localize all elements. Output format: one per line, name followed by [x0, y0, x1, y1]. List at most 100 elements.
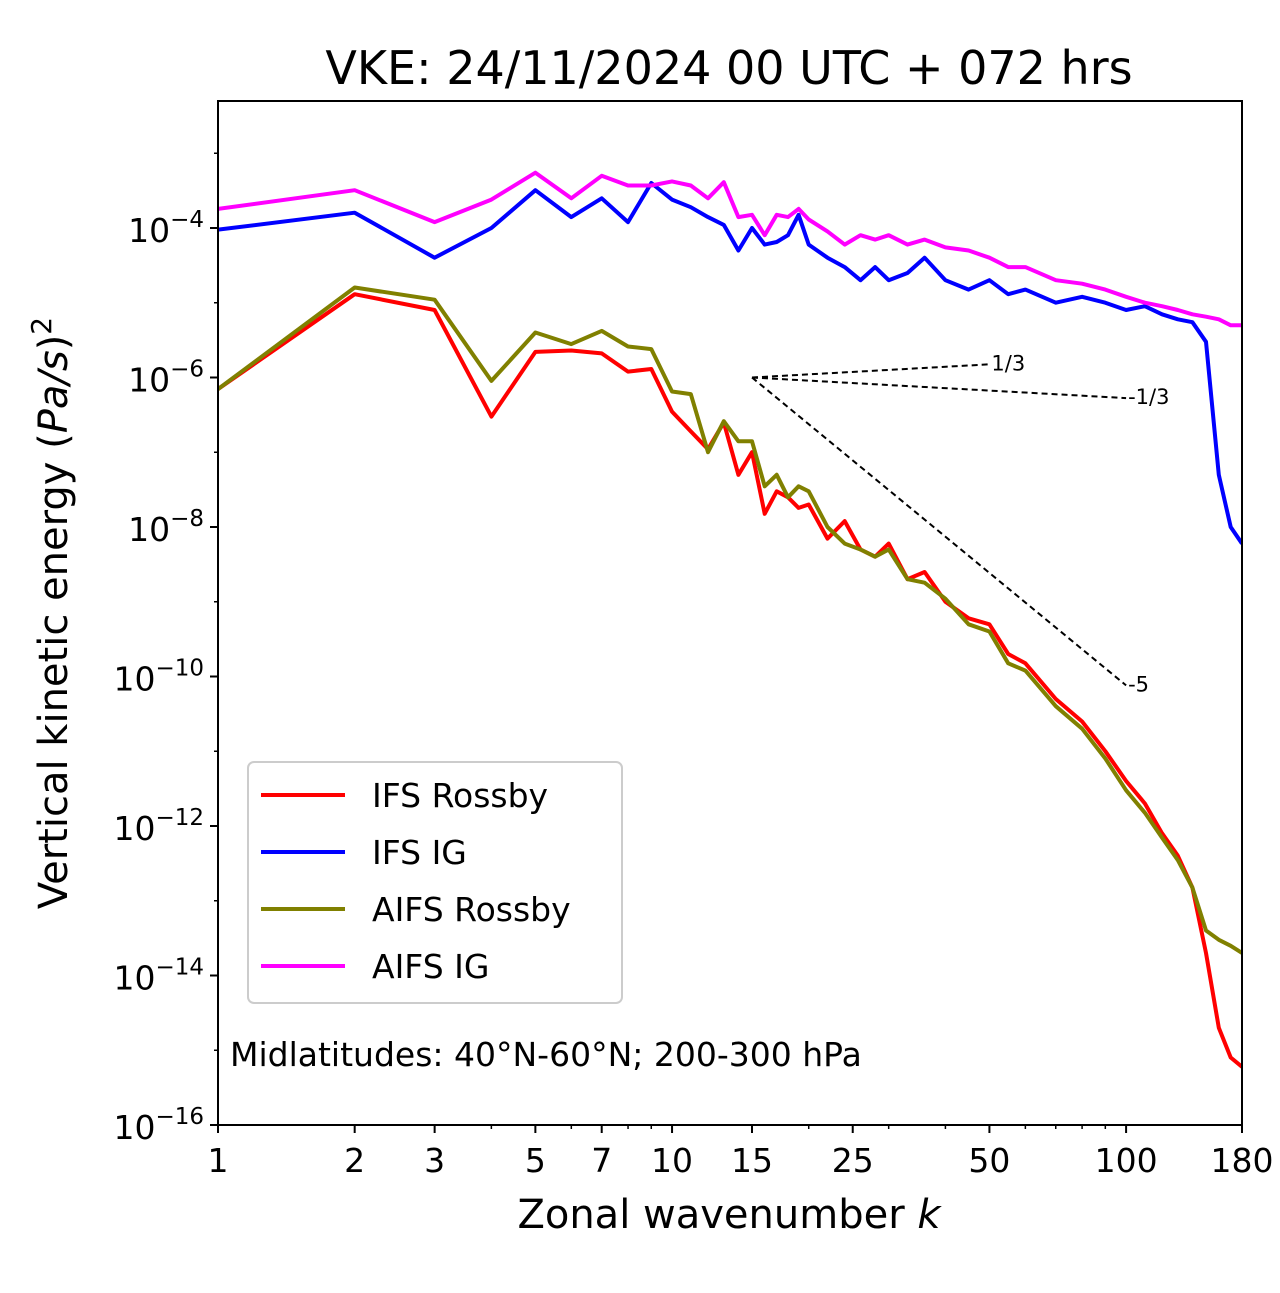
- data-point-ifs-ig: [650, 182, 652, 184]
- y-tick-base: 10: [128, 360, 170, 399]
- data-point-ifs-ig: [751, 227, 753, 229]
- data-point-aifs-ig: [723, 181, 725, 183]
- data-point-aifs-ig: [671, 180, 673, 182]
- data-point-ifs-rossby: [650, 368, 652, 370]
- y-tick-exponent: −16: [155, 1104, 204, 1130]
- y-tick-label: 10−12: [113, 805, 204, 848]
- data-point-aifs-ig: [924, 239, 926, 241]
- y-axis-label-close: ): [31, 335, 77, 351]
- x-tick-label: 50: [968, 1141, 1010, 1180]
- data-point-ifs-rossby: [988, 623, 990, 625]
- y-tick-base: 10: [113, 1108, 155, 1147]
- data-point-aifs-rossby: [690, 393, 692, 395]
- data-point-aifs-rossby: [827, 526, 828, 528]
- series-line-aifs-ig: [218, 170, 1242, 328]
- data-point-ifs-ig: [723, 224, 725, 226]
- legend-item-ifs-ig: IFS IG: [261, 833, 467, 872]
- data-point-aifs-ig: [764, 234, 766, 236]
- data-point-aifs-ig: [434, 221, 436, 223]
- data-point-aifs-ig: [1177, 309, 1179, 311]
- data-point-ifs-rossby: [534, 351, 536, 353]
- data-point-aifs-ig: [534, 172, 536, 174]
- data-point-ifs-ig: [1218, 474, 1220, 476]
- reference-line-path: [751, 376, 1127, 687]
- data-point-aifs-ig: [1218, 318, 1220, 320]
- data-point-ifs-rossby: [751, 451, 753, 453]
- legend-label: AIFS Rossby: [372, 890, 571, 929]
- data-point-aifs-rossby: [844, 543, 846, 545]
- data-point-aifs-rossby: [534, 332, 536, 333]
- data-point-ifs-ig: [737, 250, 739, 251]
- data-point-aifs-rossby: [737, 440, 739, 442]
- data-point-aifs-rossby: [723, 420, 725, 422]
- data-point-aifs-rossby: [1081, 728, 1083, 730]
- x-tick-label: 3: [424, 1141, 445, 1180]
- data-point-ifs-rossby: [798, 507, 800, 509]
- data-point-aifs-ig: [1144, 302, 1146, 304]
- data-point-aifs-rossby: [1205, 930, 1207, 931]
- legend-box: [247, 761, 623, 1004]
- data-point-aifs-ig: [1055, 279, 1057, 281]
- data-point-aifs-ig: [354, 189, 356, 191]
- y-tick-base: 10: [113, 958, 155, 997]
- data-point-ifs-ig: [860, 279, 861, 281]
- data-point-aifs-rossby: [601, 330, 603, 332]
- data-point-ifs-ig: [434, 257, 436, 259]
- data-point-aifs-rossby: [490, 380, 492, 382]
- x-tick-label: 100: [1095, 1141, 1158, 1180]
- data-point-ifs-rossby: [1161, 832, 1163, 834]
- y-tick-label: 10−6: [128, 356, 204, 399]
- x-axis-label-variable: k: [917, 1192, 942, 1238]
- data-point-ifs-ig: [764, 244, 766, 246]
- data-point-aifs-ig: [737, 216, 739, 218]
- reference-lines: 1/3 -1/3 -5: [751, 351, 1169, 696]
- reference-line-label: -1/3: [1128, 385, 1169, 409]
- series-line-ifs-rossby: [218, 292, 1242, 1069]
- y-tick-label: 10−10: [113, 655, 204, 698]
- data-point-ifs-rossby: [764, 513, 766, 515]
- data-point-ifs-rossby: [671, 411, 673, 413]
- data-point-aifs-ig: [1125, 296, 1127, 298]
- data-point-aifs-rossby: [787, 496, 789, 498]
- data-point-ifs-rossby: [1144, 803, 1146, 804]
- data-point-ifs-ig: [776, 241, 778, 243]
- data-point-aifs-ig: [707, 197, 709, 199]
- data-point-ifs-rossby: [737, 474, 739, 476]
- legend-item-ifs-rossby: IFS Rossby: [261, 776, 548, 815]
- data-point-aifs-ig: [690, 185, 692, 186]
- data-point-aifs-rossby: [1055, 705, 1057, 707]
- data-point-aifs-ig: [787, 216, 789, 218]
- data-point-aifs-ig: [988, 257, 990, 259]
- data-point-aifs-ig: [1007, 266, 1009, 268]
- data-point-ifs-ig: [988, 279, 990, 281]
- data-point-ifs-ig: [1125, 309, 1127, 311]
- data-point-ifs-ig: [787, 234, 789, 236]
- legend-item-aifs-ig: AIFS IG: [261, 947, 489, 986]
- reference-line-path: [751, 376, 1127, 400]
- data-point-aifs-rossby: [764, 485, 766, 487]
- data-point-aifs-rossby: [988, 631, 990, 632]
- data-point-ifs-rossby: [924, 571, 926, 573]
- data-point-aifs-rossby: [874, 556, 876, 558]
- x-axis-label-text: Zonal wavenumber: [517, 1192, 917, 1238]
- x-axis-label: Zonal wavenumber k: [517, 1192, 942, 1238]
- data-point-aifs-rossby: [944, 598, 946, 600]
- series-aifs-ig: [218, 170, 1242, 328]
- x-tick-label: 25: [832, 1141, 874, 1180]
- x-tick-label: 15: [731, 1141, 773, 1180]
- data-point-aifs-rossby: [1191, 887, 1193, 889]
- y-tick-exponent: −4: [170, 207, 204, 233]
- data-point-aifs-ig: [1024, 266, 1026, 268]
- data-point-ifs-rossby: [1218, 1027, 1220, 1029]
- data-point-ifs-ig: [707, 216, 709, 218]
- data-point-aifs-ig: [860, 234, 861, 236]
- data-point-aifs-ig: [874, 239, 876, 241]
- data-point-aifs-ig: [798, 208, 800, 210]
- data-point-ifs-ig: [1024, 289, 1026, 291]
- data-point-ifs-rossby: [1104, 750, 1106, 752]
- y-tick-exponent: −12: [155, 805, 204, 831]
- x-axis: 1 2 3 5 7 10 15 25 50 100 180: [208, 1125, 1274, 1180]
- y-tick-exponent: −14: [155, 954, 204, 980]
